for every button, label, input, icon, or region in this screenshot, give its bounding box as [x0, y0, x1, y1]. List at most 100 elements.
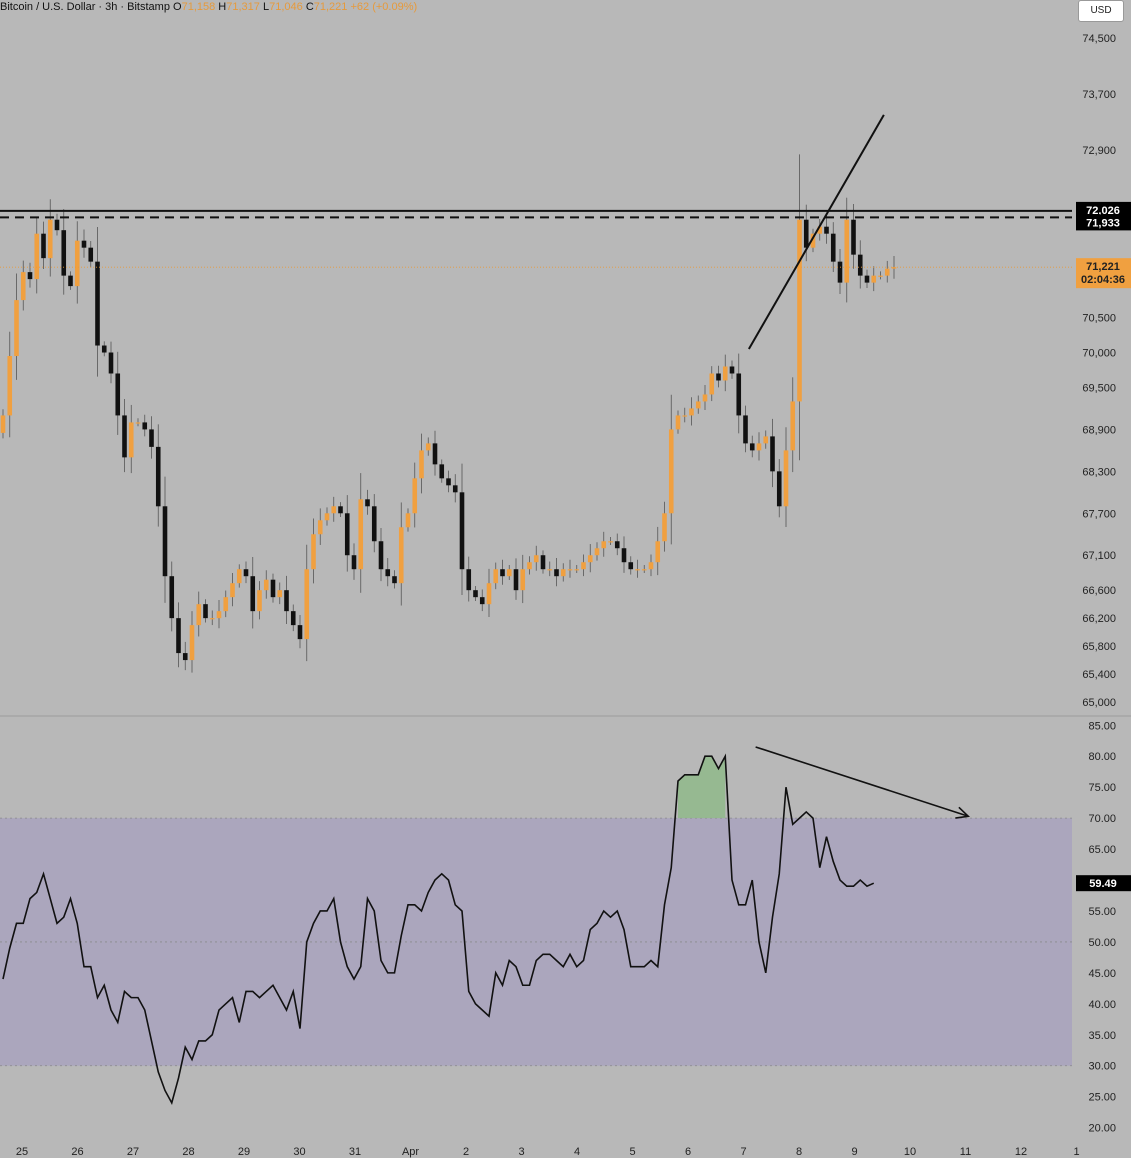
rsi-tick-label: 40.00	[1088, 999, 1116, 1011]
rsi-tick-label: 65.00	[1088, 844, 1116, 856]
time-tick-label: 9	[851, 1146, 857, 1158]
rsi-tick-label: 25.00	[1088, 1092, 1116, 1104]
candle-body	[385, 569, 391, 577]
time-tick-label: 12	[1015, 1146, 1027, 1158]
candle-body	[108, 352, 114, 374]
candle-body	[864, 275, 870, 283]
price-tick-label: 65,400	[1082, 669, 1116, 681]
candle-body	[284, 590, 289, 612]
candle-body	[567, 569, 573, 571]
time-tick-label: 7	[740, 1146, 746, 1158]
price-tick-label: 68,900	[1082, 424, 1116, 436]
rsi-last-value-label-box	[1076, 875, 1131, 892]
candle-body	[884, 268, 890, 276]
candle-body	[122, 415, 127, 458]
candle-body	[655, 541, 661, 563]
candle-body	[776, 471, 782, 507]
time-tick-label: 26	[71, 1146, 83, 1158]
candle-body	[7, 356, 13, 416]
open-label: O	[173, 1, 182, 13]
price-tick-label: 69,500	[1082, 382, 1116, 394]
candle-body	[587, 555, 593, 563]
rsi-tick-label: 50.00	[1088, 937, 1116, 949]
candle-body	[344, 513, 350, 556]
candle-body	[331, 506, 337, 514]
candle-body	[74, 240, 80, 287]
candle-body	[574, 569, 580, 571]
time-tick-label: 2	[463, 1146, 469, 1158]
candle-body	[520, 569, 526, 591]
candle-body	[155, 446, 161, 507]
candle-body	[311, 534, 316, 570]
candle-body	[432, 443, 438, 465]
candle-body	[857, 254, 863, 276]
high-label: H	[218, 1, 227, 13]
rsi-tick-label: 70.00	[1088, 813, 1116, 825]
rsi-band-layer	[0, 817, 1072, 1067]
currency-button[interactable]: USD	[1078, 0, 1124, 22]
candle-body	[763, 436, 769, 444]
price-tick-label: 67,100	[1082, 550, 1116, 562]
time-tick-label: 3	[518, 1146, 524, 1158]
candle-body	[797, 219, 802, 402]
rsi-tick-label: 20.00	[1088, 1123, 1116, 1135]
candle-body	[257, 590, 262, 612]
candle-body	[675, 415, 681, 430]
last-price-label: 02:04:36	[1081, 274, 1125, 286]
price-tick-label: 70,500	[1082, 313, 1116, 325]
candle-body	[729, 366, 735, 374]
candle-body	[608, 541, 613, 543]
candle-body	[452, 485, 458, 493]
price-tick-label: 73,700	[1082, 89, 1116, 101]
candle-body	[176, 618, 181, 654]
candle-body	[486, 583, 492, 605]
rsi-tick-label: 80.00	[1088, 751, 1116, 763]
rsi-tick-label: 75.00	[1088, 782, 1116, 794]
candle-body	[20, 272, 26, 301]
close-value: 71,221	[313, 1, 348, 13]
time-tick-label: 31	[349, 1146, 361, 1158]
candle-body	[365, 499, 370, 507]
candle-body	[736, 373, 742, 416]
time-tick-label: 4	[574, 1146, 580, 1158]
last-price-label: 71,221	[1086, 261, 1120, 273]
candle-body	[709, 373, 715, 395]
candle-body	[500, 569, 505, 577]
candle-body	[290, 611, 296, 626]
price-tick-label: 70,000	[1082, 348, 1116, 360]
candle-body	[878, 275, 883, 277]
candle-body	[466, 569, 472, 591]
candle-body	[473, 590, 478, 598]
candle-body	[230, 583, 235, 598]
price-tick-label: 74,500	[1082, 33, 1116, 45]
candle-body	[594, 548, 600, 556]
candle-body	[135, 422, 141, 424]
candle-body	[338, 506, 343, 514]
candles	[0, 154, 897, 673]
candle-body	[250, 576, 256, 612]
candle-body	[547, 569, 553, 571]
close-label: C	[305, 1, 314, 13]
candle-body	[844, 219, 850, 283]
time-tick-label: 5	[629, 1146, 635, 1158]
time-tick-label: 30	[293, 1146, 305, 1158]
candle-body	[412, 478, 418, 514]
time-axis: 25 26 27 28 29 30 31 Apr 2 3 4 5 6 7 8 9 10 11 12 1	[16, 1146, 1080, 1158]
candle-body	[196, 604, 202, 626]
candle-body	[0, 415, 6, 433]
price-tick-label: 68,300	[1082, 466, 1116, 478]
price-tick-label: 67,700	[1082, 508, 1116, 520]
candle-body	[277, 590, 283, 598]
candle-body	[88, 247, 94, 262]
candle-body	[236, 569, 242, 584]
lines-layer	[0, 114, 1072, 350]
time-tick-label: 1	[1073, 1146, 1079, 1158]
candle-body	[324, 513, 330, 521]
candle-body	[68, 275, 73, 287]
candle-body	[891, 267, 897, 269]
candle-body	[506, 569, 512, 577]
candle-body	[527, 562, 532, 570]
candle-body	[27, 272, 33, 280]
change-value: +62 (+0.09%)	[350, 1, 418, 13]
